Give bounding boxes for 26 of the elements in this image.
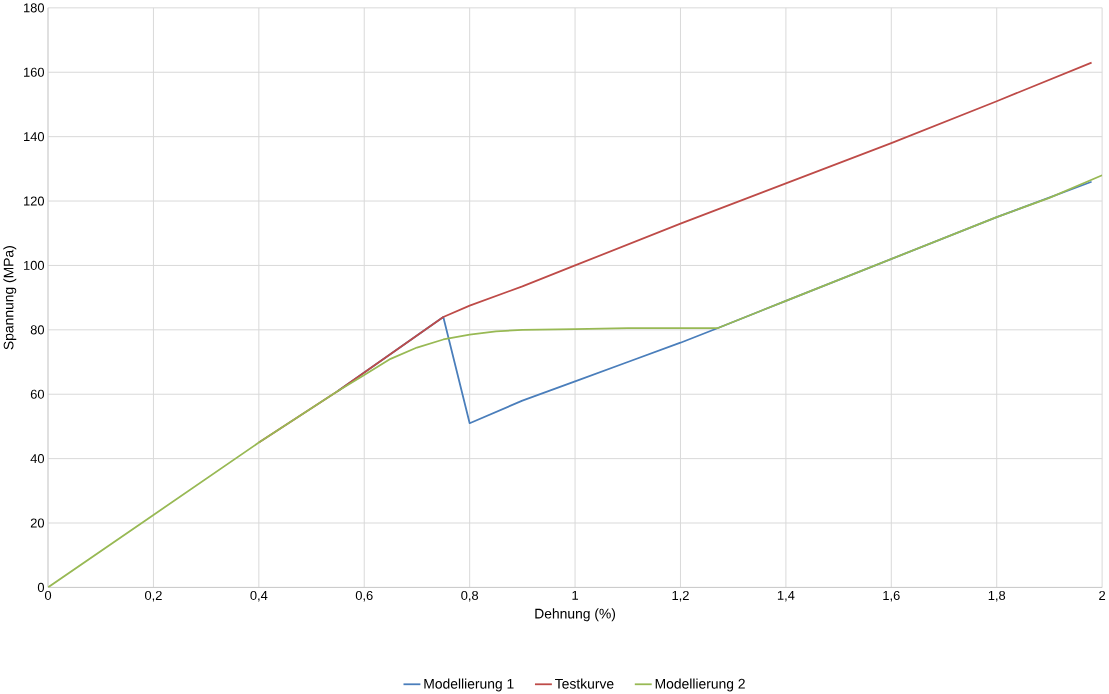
x-tick-label: 0 <box>44 590 52 601</box>
legend-label: Modellierung 1 <box>424 678 514 692</box>
y-tick-label: 60 <box>30 389 45 399</box>
x-tick-label: 1,2 <box>672 590 689 602</box>
x-tick-label: 1,4 <box>777 590 795 602</box>
y-tick-label: 120 <box>24 196 45 206</box>
x-axis-title: Dehnung (%) <box>535 608 616 622</box>
y-tick-label: 160 <box>24 67 45 77</box>
legend-label: Testkurve <box>555 678 614 689</box>
legend-label: Modellierung 2 <box>655 678 745 692</box>
x-tick-label: 0,4 <box>250 590 268 602</box>
y-tick-label: 100 <box>24 260 45 270</box>
x-tick-label: 1,8 <box>988 590 1006 602</box>
x-tick-label: 1,6 <box>883 590 900 602</box>
x-tick-label: 1 <box>572 590 579 600</box>
y-tick-label: 20 <box>30 518 45 528</box>
y-axis-title: Spannung (MPa) <box>3 246 17 350</box>
y-tick-label: 40 <box>30 454 45 464</box>
x-tick-label: 2 <box>1099 590 1106 600</box>
y-tick-label: 0 <box>37 582 45 592</box>
y-tick-label: 80 <box>30 325 45 335</box>
x-tick-label: 0,2 <box>144 590 162 602</box>
x-tick-label: 0,8 <box>461 590 479 602</box>
x-tick-label: 0,6 <box>355 590 373 602</box>
y-tick-label: 140 <box>24 132 45 142</box>
y-tick-label: 180 <box>24 3 45 13</box>
